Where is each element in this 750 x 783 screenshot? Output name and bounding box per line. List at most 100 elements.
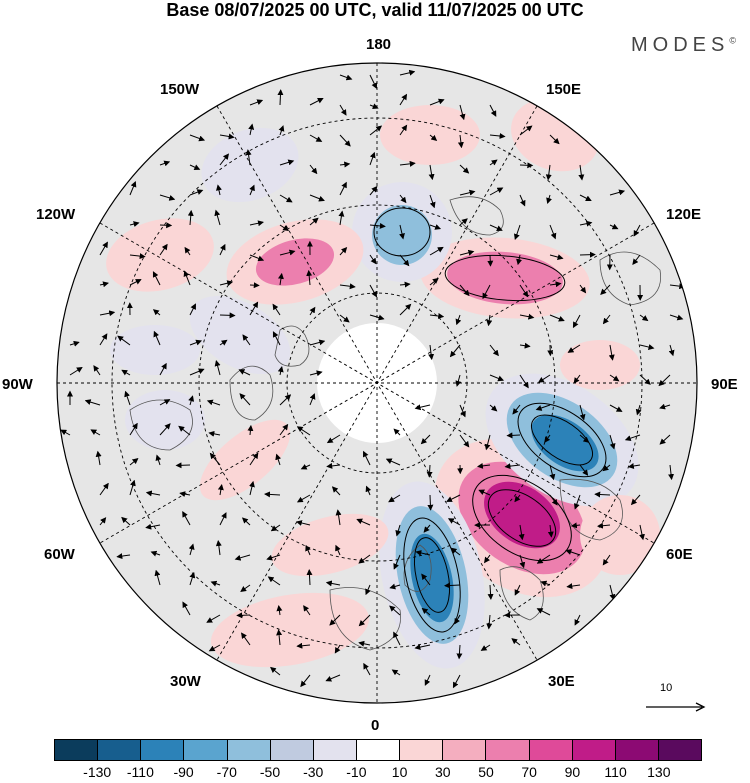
wind-arrow [546,194,552,204]
wind-arrow [93,365,101,376]
reference-vector-label: 10 [660,682,673,694]
wind-arrow [358,554,371,564]
wind-arrow [219,280,234,287]
wind-arrow [484,554,491,564]
wind-arrow [159,423,171,436]
wind-arrow [99,517,107,526]
wind-arrow [578,164,585,181]
wind-arrow [487,254,494,267]
wind-arrow [516,254,522,266]
wind-arrow [206,614,221,623]
wind-arrow [178,425,191,436]
wind-arrow [549,254,564,260]
wind-arrow [602,464,611,472]
wind-arrow [296,426,311,436]
wind-arrow [145,490,161,497]
wind-arrow [276,605,283,616]
wind-arrow [570,522,581,529]
wind-arrow [187,209,194,226]
wind-arrow [129,422,138,436]
wind-arrow [152,271,161,286]
wind-arrow [338,210,345,226]
lon-label-90w: 90W [2,376,33,393]
wind-arrow [369,314,385,321]
wind-arrow [278,125,285,136]
wind-arrow [277,89,284,106]
wind-arrow [219,312,236,319]
wind-arrow [544,434,551,443]
wind-arrow [659,434,671,445]
wind-arrow [486,314,493,327]
wind-arrow [189,303,196,316]
wind-arrow [300,464,311,470]
wind-arrow [399,254,410,267]
wind-arrow [579,404,586,421]
wind-arrow [369,125,383,136]
anomaly-region [560,340,640,390]
wind-arrow [215,540,222,556]
wind-arrow [339,74,353,81]
wind-arrow [658,374,671,387]
wind-arrow [537,374,551,383]
wind-arrow [182,601,191,616]
wind-arrow [249,301,259,316]
wind-arrow [69,340,80,347]
wind-arrow [325,674,341,682]
wind-arrow [249,220,264,227]
wind-arrow [514,494,521,503]
wind-arrow [459,189,476,196]
wind-arrow [303,605,311,616]
wind-arrow [219,153,230,166]
wind-arrow [334,644,341,654]
wind-arrow [512,404,521,415]
lon-label-30w: 30W [170,673,201,690]
wind-arrow [545,164,552,181]
wind-arrow [423,524,431,533]
wind-arrow [429,277,439,286]
wind-arrow [154,569,161,586]
wind-arrow [565,549,581,556]
wind-arrow [309,306,316,316]
wind-arrow [248,123,255,136]
wind-arrow [399,69,416,76]
wind-arrow [69,366,83,376]
brand-mark: © [729,35,736,46]
wind-arrow [335,544,341,556]
wind-arrow [388,494,401,503]
wind-arrow [129,457,139,466]
wind-arrow [514,584,521,596]
wind-arrow [659,403,671,410]
wind-arrow [129,180,137,196]
wind-arrow [266,554,281,561]
wind-arrow [234,554,251,561]
wind-arrow [459,404,466,418]
wind-arrow [335,509,342,526]
colorbar-tick-label: 130 [647,764,671,780]
wind-arrow [489,224,503,232]
wind-arrow [182,511,191,526]
wind-arrow [325,580,341,587]
wind-arrow [669,314,684,321]
wind-arrow [455,374,462,387]
wind-arrow [540,580,551,587]
map-boundary [56,62,698,704]
wind-arrow [239,393,251,406]
wind-arrow [208,430,221,437]
wind-arrow [95,450,102,466]
wind-arrow [326,434,341,444]
colorbar-segment [529,740,573,760]
wind-arrow [329,614,341,626]
wind-arrow [356,518,371,526]
wind-arrow [428,164,435,181]
wind-arrow [279,224,290,231]
wind-arrow [309,97,324,106]
wind-arrow [153,330,161,346]
wind-arrow [547,524,554,538]
wind-arrow [399,303,412,316]
anomaly-region [447,251,563,305]
map-title: Base 08/07/2025 00 UTC, valid 11/07/2025… [166,0,584,20]
colorbar-segment [615,740,659,760]
wind-arrow [306,569,313,586]
lon-label-90e: 90E [711,376,738,393]
wind-arrow [459,434,470,448]
